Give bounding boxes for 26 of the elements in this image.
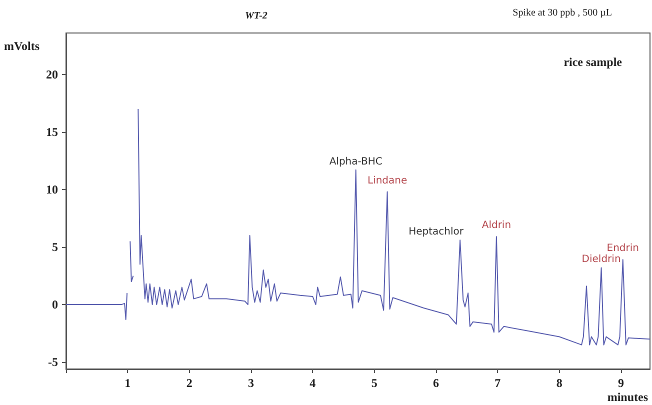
x-tick-label: 8 — [556, 376, 562, 390]
annotation: Heptachlor — [408, 226, 464, 238]
y-tick-label: 10 — [46, 182, 58, 196]
x-tick-label: 4 — [310, 376, 316, 390]
annotation: rice sample — [564, 55, 623, 69]
annotation: Dieldrin — [582, 254, 621, 266]
y-tick-label: -5 — [48, 355, 58, 370]
y-tick-label: 20 — [46, 67, 58, 82]
x-axis-title: minutes — [607, 390, 648, 404]
text: Spike at 30 ppb , 500 µL — [512, 8, 612, 18]
x-tick-label: 9 — [618, 376, 624, 390]
x-tick-label: 1 — [124, 376, 131, 390]
y-tick-label: 5 — [52, 240, 58, 254]
x-tick-label: 3 — [248, 376, 254, 390]
annotation: Lindane — [367, 175, 408, 186]
x-tick-label: 5 — [371, 376, 378, 390]
x-tick-label: 7 — [494, 376, 501, 390]
chart-title: WT-2 — [245, 10, 268, 22]
annotation: Endrin — [606, 243, 639, 254]
x-tick-label: 2 — [186, 376, 192, 390]
y-tick-label: 15 — [46, 124, 58, 139]
x-tick-label: 6 — [433, 376, 440, 390]
annotation: Alpha-BHC — [329, 156, 382, 168]
y-tick-label: 0 — [52, 298, 58, 312]
annotation: Aldrin — [482, 220, 512, 232]
y-axis-title: mVolts — [4, 39, 40, 53]
